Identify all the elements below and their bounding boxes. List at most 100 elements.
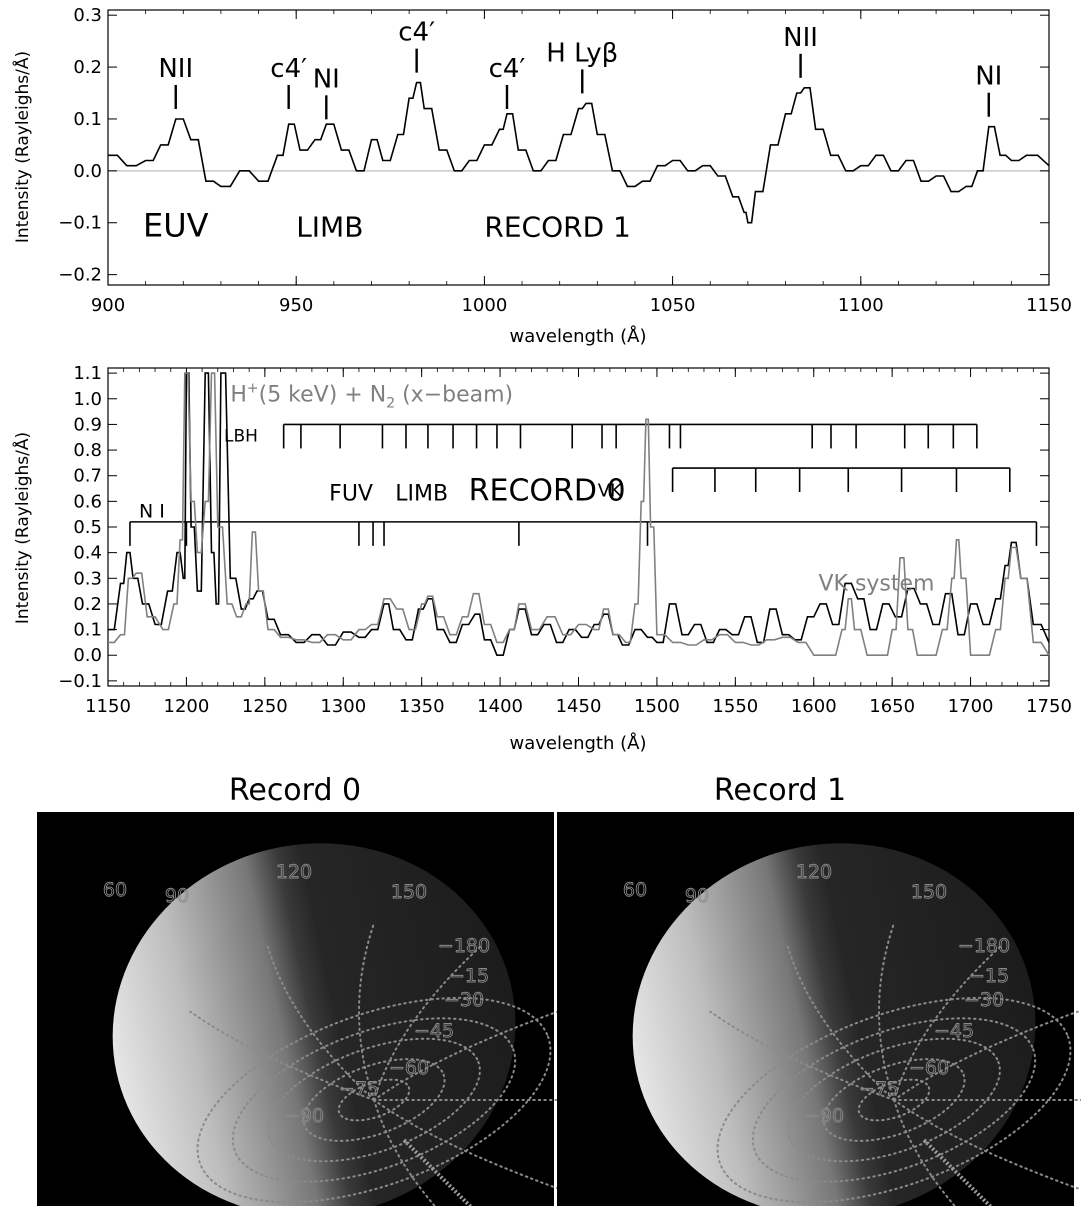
graticule-label: −30 [964,989,1004,1011]
panel-annotation: VK system [818,571,934,596]
vk-label: VK [598,481,623,502]
graticule-label: −90 [804,1105,844,1127]
planet-disk [112,843,516,1206]
longitude-line [878,922,895,1101]
y-tick-label: 0.3 [73,5,102,26]
lbh-label: LBH [224,426,258,446]
fuv-y-axis-label: Intensity (Rayleighs/Å) [11,432,33,624]
panel-annotation: LIMB [395,482,448,507]
euv-x-axis-label: wavelength (Å) [510,325,647,347]
y-tick-label: 0.4 [73,543,102,564]
longitude-line [373,1099,559,1190]
y-tick-label: 0.6 [73,491,102,512]
panel-annotation: RECORD 1 [484,211,630,244]
y-tick-label: 0.2 [73,594,102,615]
euv-plot-frame [107,9,1050,286]
sub-spacecraft-track [922,1138,993,1206]
line-id-label: H Lyβ [546,38,618,68]
x-tick-label: 1250 [242,696,288,717]
planet-disk [632,843,1036,1206]
latitude-circle [196,996,552,1204]
graticule-label: −15 [449,965,489,987]
y-tick-label: 0.3 [73,568,102,589]
line-id-label: c4′ [489,54,526,84]
graticule-label: −180 [958,935,1010,957]
x-tick-label: 1200 [164,696,210,717]
ni-label: N I [139,501,165,523]
xbeam-label-mid: (5 keV) + N [259,382,387,407]
latitude-circle [751,1017,1037,1183]
y-tick-label: 1.1 [73,363,102,384]
line-id-label: c4′ [270,54,307,84]
graticule-label: 90 [685,885,709,907]
xbeam-label-sub: 2 [386,395,395,411]
line-id-label: NI [975,62,1002,92]
x-tick-label: 1150 [85,696,131,717]
x-tick-label: 1150 [1026,295,1072,316]
graticule-label: 150 [391,881,427,903]
fuv-plot-frame [107,367,1050,687]
graticule-label: −15 [969,965,1009,987]
longitude-line [358,922,375,1101]
y-tick-label: 0.2 [73,57,102,78]
line-id-label: NII [783,23,818,53]
x-tick-label: 900 [91,295,125,316]
y-tick-label: 0.8 [73,440,102,461]
x-tick-label: 1600 [791,696,837,717]
y-tick-label: −0.2 [58,265,102,286]
graticule-label: −45 [934,1020,974,1042]
fuv-x-axis-label: wavelength (Å) [510,732,647,754]
x-tick-label: 1700 [948,696,994,717]
euv-panel: 900 950 1000 1050 1100 1150 −0.2 −0.1 0.0 0.1 0.2 0… [11,5,1072,347]
y-tick-label: 0.7 [73,466,102,487]
line-id-label: NII [158,54,193,84]
graticule-label: −75 [859,1078,899,1100]
x-tick-label: 1000 [461,295,507,316]
latitude-circle [267,1037,481,1163]
x-tick-label: 1450 [556,696,602,717]
graticule-label: −75 [339,1078,379,1100]
x-tick-label: 1500 [634,696,680,717]
xbeam-spectrum-line [108,372,1050,656]
graticule-label: 60 [103,879,127,901]
panel-annotation: LIMB [296,211,363,244]
x-tick-label: 1050 [650,295,696,316]
latitude-circle [787,1037,1001,1163]
x-tick-label: 1750 [1026,696,1072,717]
y-tick-label: 0.1 [73,109,102,130]
record0-spectrum-line [108,372,1050,656]
panel-annotation: FUV [329,482,373,507]
record0-image: 120 150 60 90 −180 −15−30 −45 −60 −75 −90 [37,812,588,1206]
xbeam-label: H+(5 keV) + N2 (x−beam) [230,380,513,411]
longitude-line [189,1010,375,1101]
panel-annotation: RECORD 0 [469,474,626,509]
y-tick-label: −0.1 [58,213,102,234]
latitude-circle [231,1017,517,1183]
graticule-label: 120 [796,861,832,883]
x-tick-label: 1100 [838,295,884,316]
graticule-label: 150 [911,881,947,903]
record1-title: Record 1 [714,773,846,808]
latitude-circle [716,996,1072,1204]
euv-spectrum-line [108,81,1050,224]
graticule-label: −90 [284,1105,324,1127]
x-tick-label: 1400 [477,696,523,717]
y-tick-label: 0.1 [73,620,102,641]
y-tick-label: −0.1 [58,671,102,692]
line-id-label: c4′ [398,18,435,48]
longitude-line [893,1010,1079,1101]
x-tick-label: 1650 [869,696,915,717]
fuv-panel: 1150 1200 1250 1300 1350 1400 1450 1500 1550 1600… [11,363,1072,754]
euv-y-axis-label: Intensity (Rayleighs/Å) [11,51,33,243]
line-id-label: NI [313,64,340,94]
longitude-line [709,1010,895,1101]
longitude-line [893,1099,1079,1190]
longitude-line [373,1010,559,1101]
x-tick-label: 950 [279,295,313,316]
graticule-label: −180 [438,935,490,957]
xbeam-label-end: (x−beam) [395,382,513,407]
graticule-label: 60 [623,879,647,901]
xbeam-label-base: H [230,382,247,407]
graticule-label: −30 [444,989,484,1011]
